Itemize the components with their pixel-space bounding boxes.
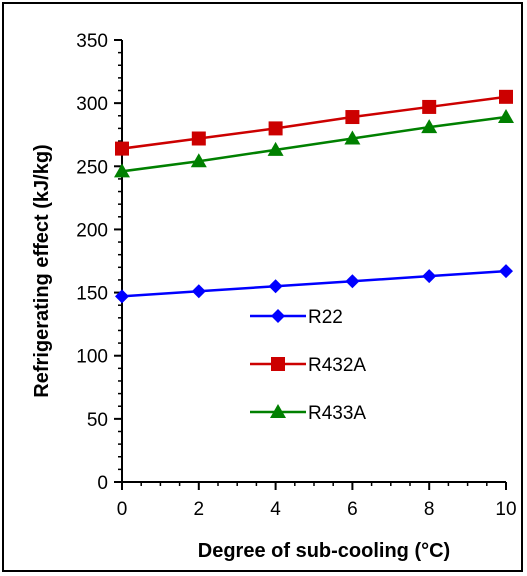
x-tick-label: 10 xyxy=(495,499,516,520)
y-tick-label: 150 xyxy=(76,284,108,305)
legend: R22 R432A R433A xyxy=(250,307,366,424)
data-point-r22 xyxy=(115,289,129,304)
y-tick-label: 250 xyxy=(76,157,108,178)
data-point-r432a xyxy=(115,141,129,156)
data-point-r432a xyxy=(345,110,360,125)
x-tick-label: 0 xyxy=(117,499,128,520)
legend-marker-r22 xyxy=(271,309,285,323)
data-point-r433a xyxy=(344,130,361,145)
data-point-r432a xyxy=(191,131,206,146)
data-point-r433a xyxy=(498,109,514,124)
series-line-r432a xyxy=(121,95,507,150)
series-group xyxy=(114,89,514,304)
data-point-r432a xyxy=(422,99,437,114)
y-tick-label: 200 xyxy=(76,220,108,241)
series-line-r22 xyxy=(121,269,507,298)
x-tick-label: 4 xyxy=(270,499,281,520)
data-point-r433a xyxy=(421,119,438,134)
legend-item-r432a: R432A xyxy=(250,355,366,376)
axes xyxy=(114,39,507,490)
data-point-r432a xyxy=(268,121,283,136)
x-tick-label: 6 xyxy=(347,499,358,520)
y-tick-label: 50 xyxy=(87,410,108,431)
data-point-r433a xyxy=(190,153,207,168)
x-tick-labels: 0 2 4 6 8 10 xyxy=(117,499,517,520)
y-tick-label: 350 xyxy=(76,31,108,52)
y-axis-title: Refrigerating effect (kJ/kg) xyxy=(31,144,53,397)
data-point-r22 xyxy=(499,264,513,279)
legend-marker-r432a xyxy=(271,357,285,371)
legend-label-r433a: R433A xyxy=(308,403,366,424)
series-r432a xyxy=(115,89,513,156)
legend-marker-r433a xyxy=(270,404,286,418)
data-point-r22 xyxy=(191,284,206,299)
x-tick-label: 2 xyxy=(194,499,205,520)
legend-label-r22: R22 xyxy=(308,307,343,328)
data-point-r433a xyxy=(267,141,284,156)
series-line-r433a xyxy=(121,115,507,173)
data-point-r22 xyxy=(268,279,283,294)
y-tick-label: 0 xyxy=(97,473,108,494)
legend-item-r22: R22 xyxy=(250,307,343,328)
legend-item-r433a: R433A xyxy=(250,403,366,424)
x-tick-label: 8 xyxy=(424,499,435,520)
x-axis-title: Degree of sub-cooling (°C) xyxy=(198,540,450,562)
legend-label-r432a: R432A xyxy=(308,355,366,376)
data-point-r432a xyxy=(499,89,513,104)
series-r22 xyxy=(115,264,513,304)
data-point-r22 xyxy=(345,274,360,289)
data-point-r22 xyxy=(422,269,437,284)
data-point-r433a xyxy=(114,163,130,178)
y-tick-label: 300 xyxy=(76,94,108,115)
series-r433a xyxy=(114,109,514,178)
y-tick-labels: 0 50 100 150 200 250 300 350 xyxy=(76,31,108,494)
y-tick-label: 100 xyxy=(76,347,108,368)
